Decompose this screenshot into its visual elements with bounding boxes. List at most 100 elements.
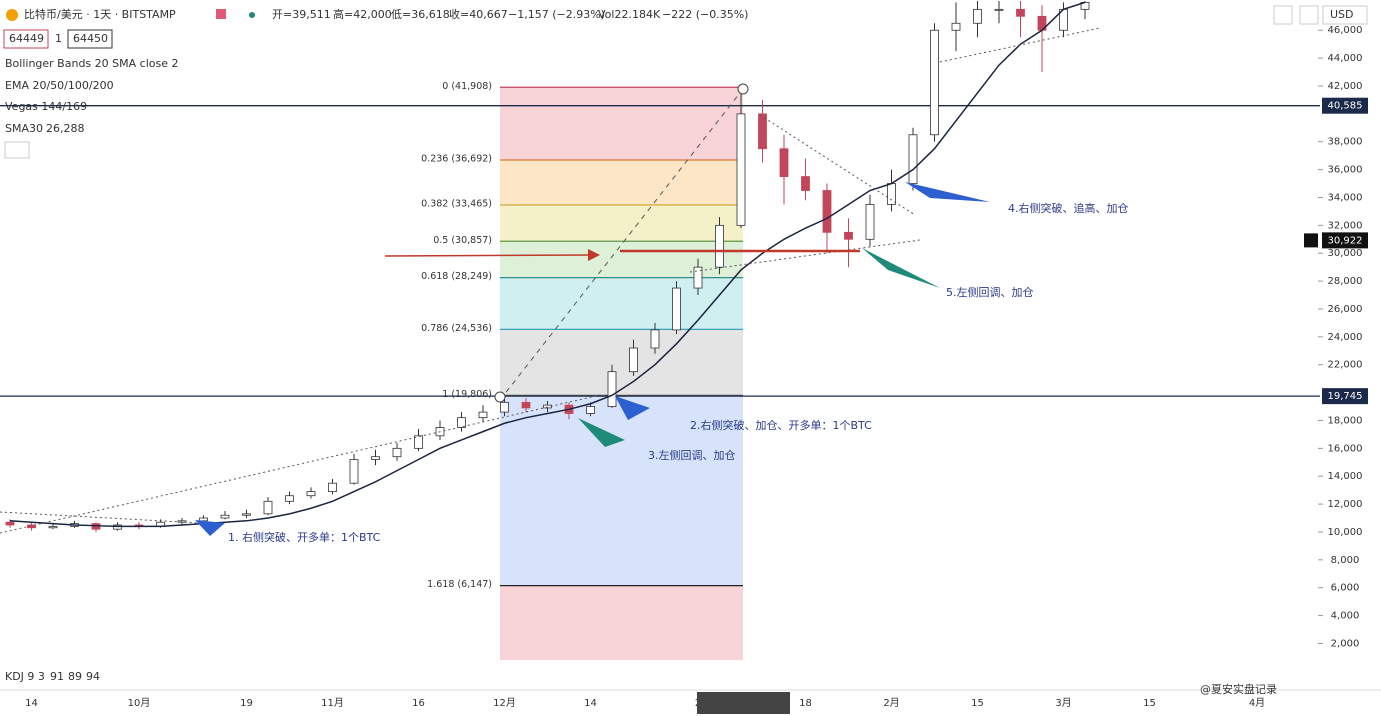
arrow — [615, 396, 650, 420]
y-tick-label: 6,000 — [1331, 583, 1360, 594]
y-tick-label: 4,000 — [1331, 611, 1360, 622]
candle-body — [27, 524, 36, 529]
x-tick-label: 2月 — [883, 697, 899, 709]
candle-body — [607, 371, 617, 407]
y-tick-label: 28,000 — [1328, 276, 1363, 287]
arrow — [384, 254, 591, 257]
y-tick-label: 26,000 — [1328, 304, 1363, 315]
candle-body — [328, 482, 337, 492]
x-tick-label: 12月 — [493, 697, 516, 709]
candle-body — [48, 525, 58, 529]
x-tick-label: 11月 — [321, 697, 344, 709]
candle-body — [865, 204, 875, 240]
y-tick-label: 2,000 — [1331, 638, 1360, 649]
trendline — [939, 27, 1101, 63]
candle-body — [672, 287, 681, 331]
x-tick-label: 4月 — [1249, 697, 1265, 709]
fib-label: 0.618 (28,249) — [421, 271, 492, 282]
ohlc: 低=36,618 — [391, 8, 450, 21]
candle-body — [349, 459, 359, 484]
annotation: 5.左侧回调、加仓 — [946, 285, 1034, 299]
price-tag-label: 30,922 — [1328, 235, 1363, 246]
trendline — [759, 114, 916, 216]
y-tick-label: 14,000 — [1328, 471, 1363, 482]
y-tick-label: 22,000 — [1328, 360, 1363, 371]
candle-body — [478, 411, 488, 419]
candle-body — [414, 435, 423, 449]
arrow — [862, 248, 940, 288]
fib-label: 0.5 (30,857) — [433, 235, 492, 246]
candle-body — [220, 514, 230, 519]
y-tick-label: 8,000 — [1331, 555, 1360, 566]
candle-body — [994, 8, 1004, 11]
candle-body — [1080, 1, 1090, 10]
x-tick-label: 15 — [971, 698, 984, 709]
candle-body — [371, 456, 380, 460]
ohlc: 开=39,511 — [272, 8, 331, 21]
candle-body — [801, 176, 810, 191]
currency-button[interactable] — [1322, 5, 1368, 25]
x-tick-label: 14 — [584, 698, 597, 709]
fib-zone — [500, 87, 743, 660]
y-tick-label: 44,000 — [1328, 53, 1363, 64]
candle-body — [951, 22, 961, 31]
x-tick-label: 18 — [799, 698, 812, 709]
candle-body — [177, 520, 187, 523]
fib-band — [500, 395, 743, 586]
fib-band — [500, 329, 743, 396]
x-tick-label: 10月 — [128, 697, 151, 709]
candle-body — [263, 500, 273, 515]
candle-body — [285, 495, 294, 502]
arrow — [578, 418, 625, 447]
currency: USD — [1330, 8, 1354, 21]
price-tag — [1322, 97, 1368, 114]
candle-body — [693, 266, 703, 289]
trendline — [689, 239, 921, 273]
x-tick-label: 3月 — [1055, 697, 1071, 709]
fib-label: 1 (19,806) — [442, 389, 492, 400]
x-tick-label: 15 — [1143, 698, 1156, 709]
button[interactable] — [1273, 5, 1293, 25]
input-box[interactable] — [3, 29, 49, 49]
y-tick-label: 36,000 — [1328, 165, 1363, 176]
collapse-button[interactable] — [4, 141, 30, 159]
candle-body — [715, 224, 724, 268]
candle-body — [521, 401, 531, 409]
indicator: Bollinger Bands 20 SMA close 2 — [5, 57, 178, 70]
y-tick-label: 30,000 — [1328, 248, 1363, 259]
candle-body — [887, 183, 896, 205]
chart-title: 比特币/美元 · 1天 · BITSTAMP — [24, 7, 176, 21]
ohlc: 收=40,667 — [449, 7, 508, 21]
fib-anchor — [737, 83, 749, 95]
indicator: Vegas 144/169 — [5, 100, 87, 113]
candle-body — [629, 347, 638, 373]
candle-body — [457, 417, 466, 428]
legend-value: 26,288 — [46, 122, 85, 135]
annotation: 1. 右侧突破、开多单：1个BTC — [228, 530, 381, 544]
candle-body — [822, 190, 832, 233]
button[interactable] — [1299, 5, 1319, 25]
candle-body — [844, 231, 853, 240]
y-tick-label: 10,000 — [1328, 527, 1363, 538]
fib-label: 0 (41,908) — [442, 81, 492, 92]
y-tick-label: 46,000 — [1328, 25, 1363, 36]
fib-band — [500, 204, 743, 242]
price-tag — [1322, 232, 1368, 249]
input-box[interactable] — [67, 29, 113, 49]
trendline — [0, 511, 201, 524]
flag — [216, 9, 226, 19]
coin-icon — [6, 9, 18, 21]
x-tick-label: 14 — [25, 698, 38, 709]
candle-body — [779, 148, 789, 177]
fib-label: 0.382 (33,465) — [421, 198, 492, 209]
candle-body — [586, 406, 595, 414]
fib-label: 1.618 (6,147) — [427, 579, 492, 590]
candle-body — [930, 29, 939, 136]
candle-body — [973, 8, 982, 24]
sma-line — [9, 1, 1086, 528]
y-tick-label: 24,000 — [1328, 332, 1363, 343]
status-dot — [249, 12, 255, 18]
fib-label: 0.236 (36,692) — [421, 153, 492, 164]
candle-body — [650, 329, 660, 349]
